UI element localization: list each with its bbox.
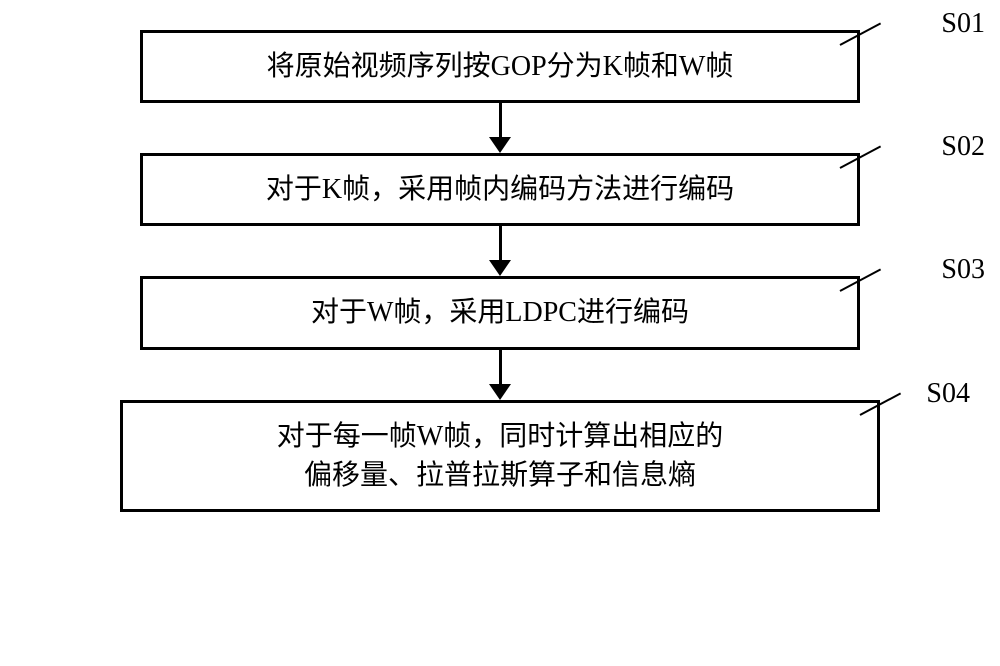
arrow-line-3 bbox=[499, 350, 502, 388]
arrow-head-1 bbox=[489, 137, 511, 153]
step-label-1: S01 bbox=[941, 8, 985, 40]
step-text-1: 将原始视频序列按GOP分为K帧和W帧 bbox=[267, 51, 734, 82]
step-wrapper-1: 将原始视频序列按GOP分为K帧和W帧 S01 bbox=[80, 30, 920, 103]
arrow-3 bbox=[80, 350, 920, 400]
step-label-4: S04 bbox=[926, 378, 970, 410]
step-box-3: 对于W帧，采用LDPC进行编码 bbox=[140, 276, 860, 349]
step-wrapper-4: 对于每一帧W帧，同时计算出相应的 偏移量、拉普拉斯算子和信息熵 S04 bbox=[80, 400, 920, 512]
arrow-line-2 bbox=[499, 226, 502, 264]
step-wrapper-3: 对于W帧，采用LDPC进行编码 S03 bbox=[80, 276, 920, 349]
step-box-1: 将原始视频序列按GOP分为K帧和W帧 bbox=[140, 30, 860, 103]
step-text-2: 对于K帧，采用帧内编码方法进行编码 bbox=[266, 174, 734, 205]
arrow-head-2 bbox=[489, 260, 511, 276]
step-text-4-line2: 偏移量、拉普拉斯算子和信息熵 bbox=[304, 460, 696, 491]
step-text-4-line1: 对于每一帧W帧，同时计算出相应的 bbox=[277, 421, 723, 452]
arrow-head-3 bbox=[489, 384, 511, 400]
step-label-3: S03 bbox=[941, 254, 985, 286]
arrow-1 bbox=[80, 103, 920, 153]
flowchart-diagram: 将原始视频序列按GOP分为K帧和W帧 S01 对于K帧，采用帧内编码方法进行编码… bbox=[80, 30, 920, 512]
step-box-4: 对于每一帧W帧，同时计算出相应的 偏移量、拉普拉斯算子和信息熵 bbox=[120, 400, 880, 512]
step-box-2: 对于K帧，采用帧内编码方法进行编码 bbox=[140, 153, 860, 226]
arrow-2 bbox=[80, 226, 920, 276]
arrow-line-1 bbox=[499, 103, 502, 141]
step-label-2: S02 bbox=[941, 131, 985, 163]
step-text-3: 对于W帧，采用LDPC进行编码 bbox=[311, 297, 689, 328]
step-wrapper-2: 对于K帧，采用帧内编码方法进行编码 S02 bbox=[80, 153, 920, 226]
